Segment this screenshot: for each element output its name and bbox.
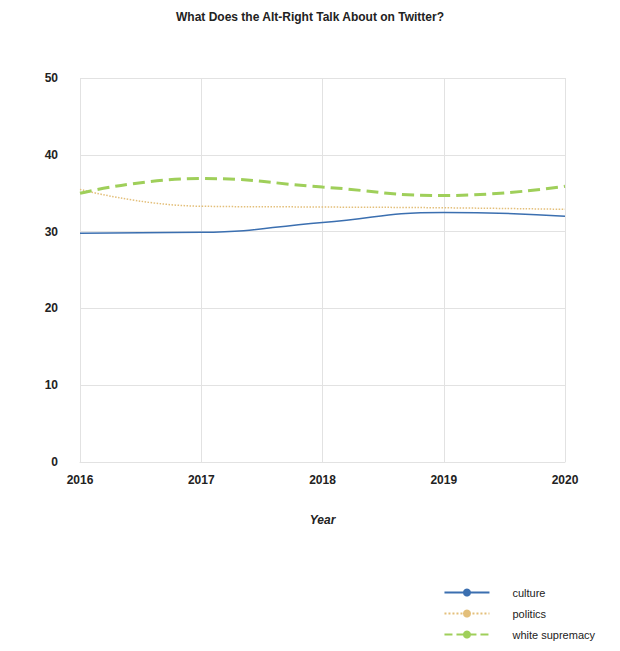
svg-text:10: 10 — [45, 378, 59, 392]
svg-text:40: 40 — [45, 148, 59, 162]
svg-text:2019: 2019 — [430, 473, 457, 487]
svg-text:2017: 2017 — [188, 473, 215, 487]
svg-text:30: 30 — [45, 225, 59, 239]
svg-text:What Does the Alt-Right Talk A: What Does the Alt-Right Talk About on Tw… — [176, 10, 444, 24]
svg-text:50: 50 — [45, 71, 59, 85]
svg-text:white supremacy: white supremacy — [511, 629, 595, 641]
svg-text:politics: politics — [512, 608, 546, 620]
svg-text:2016: 2016 — [67, 473, 94, 487]
svg-text:2018: 2018 — [309, 473, 336, 487]
svg-text:culture: culture — [512, 587, 545, 599]
svg-text:0: 0 — [51, 455, 58, 469]
svg-text:2020: 2020 — [552, 473, 579, 487]
svg-text:20: 20 — [45, 301, 59, 315]
svg-text:Year: Year — [310, 513, 337, 527]
